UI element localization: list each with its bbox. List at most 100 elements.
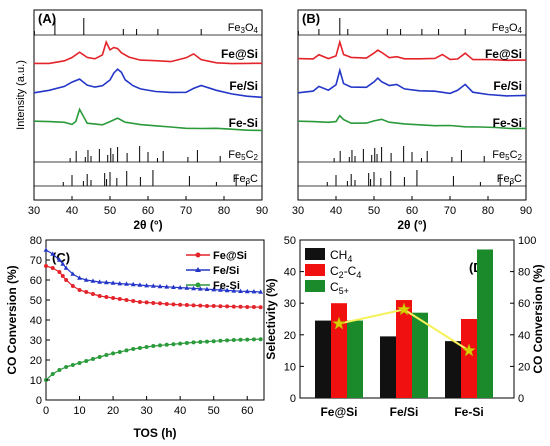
y-tick-label: 0 [290,393,296,405]
legend-marker [195,282,201,288]
y-tick-label: 40 [284,267,296,279]
y2-tick-label: 20 [518,361,530,373]
y2-tick-label: 80 [518,267,530,279]
data-point [218,338,223,343]
data-point [111,296,116,300]
data-point [204,339,209,344]
bar-c2c4 [331,303,347,398]
data-point [211,304,216,308]
data-point [137,300,142,304]
data-point [97,279,103,284]
x-tick-label: 60 [241,405,253,417]
data-point [164,342,169,347]
x-tick-label: 40 [174,405,186,417]
ref-label-fe3c: Fe3C [233,173,258,186]
x-tick-label: 40 [330,205,342,217]
panel-c-legend: Fe@Si Fe/Si Fe-Si [186,250,247,292]
xrd-series-label: Fe@Si [485,47,522,61]
data-point [251,337,256,342]
data-point [191,285,196,291]
xrd-series-label: Fe/Si [493,79,522,93]
data-point [224,287,230,293]
legend-swatch [305,248,325,260]
y-tick-label: 10 [284,361,296,373]
x-tick-label: 50 [368,205,380,217]
category-label: Fe-Si [454,405,483,419]
data-point [218,287,223,292]
data-point [70,363,75,367]
data-point [258,305,263,310]
x-tick-label: 30 [292,205,304,217]
legend-label: C2-C4 [330,264,361,280]
y-tick-label: 70 [30,255,42,267]
x-tick-label: 70 [180,205,192,217]
data-point [77,361,82,365]
data-point [231,338,236,342]
data-point [238,337,243,342]
x-tick-label: 60 [406,205,418,217]
data-point [103,279,109,285]
bar-ch4 [445,341,461,398]
ref-label-fe5c2: Fe5C2 [492,149,522,162]
x-tick-label: 30 [28,205,40,217]
data-point [64,365,69,369]
data-point [211,287,217,292]
data-point [144,283,150,288]
data-point [258,337,263,342]
data-point [77,275,82,280]
data-point [158,343,163,348]
data-point [245,337,250,342]
panel-b-reference-patterns [297,18,526,187]
data-point [131,347,136,351]
data-point [97,294,102,298]
panel-b-x-ticks: 30 40 50 60 70 80 90 [292,196,532,217]
xrd-series-label: Fe/Si [229,79,258,93]
legend-swatch [305,264,325,276]
ref-label-fe3o4: Fe3O4 [492,22,523,35]
data-point [110,280,116,285]
data-point [111,351,116,356]
x-tick-label: 80 [218,205,230,217]
legend-swatch [305,280,325,292]
panel-a-label: (A) [38,11,56,26]
conversion-line-fesi [45,265,261,308]
panel-d-bars [315,249,493,398]
data-point [144,345,149,349]
data-point [245,305,250,309]
bar-c5 [477,249,493,398]
data-point [137,282,143,287]
data-point [130,281,136,287]
xrd-trace-fesi [34,39,263,65]
legend-label: Fe-Si [213,280,240,292]
data-point [43,247,49,252]
data-point [90,278,96,283]
x-tick-label: 20 [107,405,119,417]
panel-a-series [33,39,263,132]
data-point [171,342,176,347]
data-point [197,286,203,291]
data-point [218,304,223,309]
y2-tick-label: 100 [518,235,536,247]
data-point [70,271,76,276]
data-point [184,303,189,307]
panel-a: (A) Fe3O4 Fe5C2 Fe3C Fe@Si Fe/Si Fe-Si 30 40 50… [15,9,268,232]
y-tick-label: 50 [30,295,42,307]
panel-a-reference-patterns [33,18,262,187]
data-point [171,302,176,307]
data-point [124,281,129,286]
data-point [164,302,169,306]
bar-c2c4 [396,300,412,398]
data-point [231,304,236,309]
panel-a-frame [33,9,263,201]
data-point [198,340,203,344]
conversion-star-marker [332,316,346,330]
data-point [225,304,230,309]
y-tick-label: 80 [30,235,42,247]
bar-ch4 [380,336,396,398]
legend-marker [195,267,201,272]
data-point [57,368,62,372]
data-point [225,338,230,343]
data-point [84,359,89,363]
